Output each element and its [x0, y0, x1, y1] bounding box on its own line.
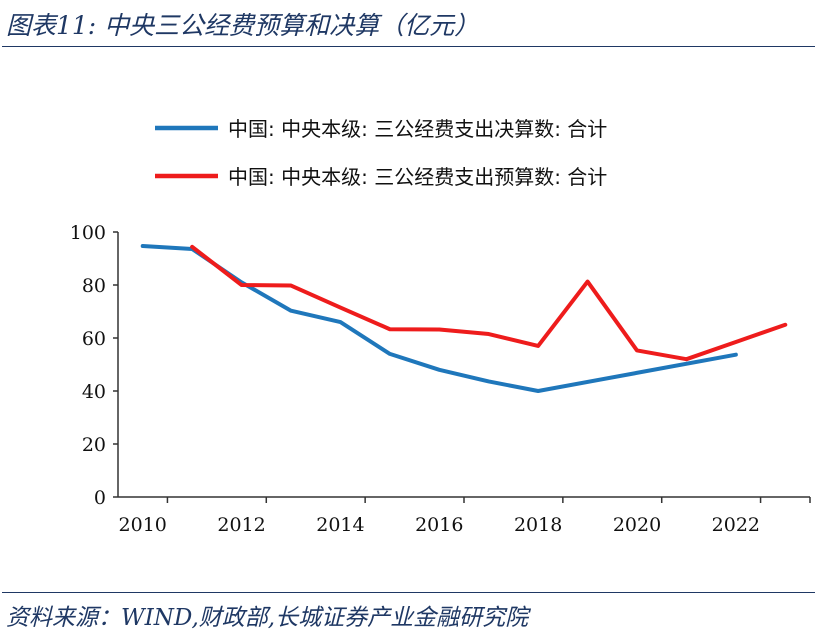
x-axis-ticks: 2010 2012 2014 2016 2018 2020 2022: [119, 497, 810, 536]
source-divider: [2, 592, 815, 593]
legend-label: 中国: 中央本级: 三公经费支出决算数: 合计: [228, 117, 607, 141]
y-tick-label: 80: [82, 275, 106, 297]
legend-label: 中国: 中央本级: 三公经费支出预算数: 合计: [228, 165, 607, 189]
y-tick-label: 60: [82, 328, 106, 350]
y-axis-ticks: 0 20 40 60 80 100: [70, 222, 118, 509]
x-tick-label: 2010: [119, 514, 167, 536]
x-tick-label: 2014: [316, 514, 364, 536]
x-tick-label: 2020: [613, 514, 661, 536]
y-tick-label: 40: [82, 381, 106, 403]
y-tick-label: 100: [70, 222, 106, 244]
x-tick-label: 2012: [217, 514, 265, 536]
x-tick-label: 2018: [514, 514, 562, 536]
series-group: [143, 246, 786, 391]
y-tick-label: 0: [94, 487, 106, 509]
series-line-actual: [143, 246, 736, 391]
y-tick-label: 20: [82, 434, 106, 456]
x-tick-label: 2016: [415, 514, 463, 536]
x-tick-label: 2022: [712, 514, 760, 536]
source-note: 资料来源：WIND,财政部,长城证券产业金融研究院: [6, 598, 528, 632]
